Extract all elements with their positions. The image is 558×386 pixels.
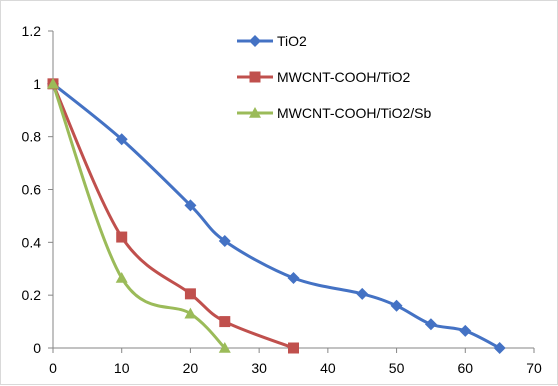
tick-marks: 0 0.2 0.4 0.6 0.8 1 1.2 0 10 20 30 40 50 60 70 [22,23,542,376]
data-point-diamond [356,287,369,300]
series-line-2 [51,82,295,350]
data-point-diamond [218,235,231,248]
data-point-diamond [459,324,472,337]
y-tick-label: 1.2 [22,23,42,39]
data-point-triangle [115,271,128,283]
y-tick-label: 0 [33,340,41,356]
legend-marker-square [249,71,261,83]
x-tick-label: 20 [183,360,199,376]
data-point-diamond [493,342,506,354]
y-tick-label: 1 [33,76,41,92]
legend-label: MWCNT-COOH/TiO2 [277,69,410,85]
legend-label: TiO2 [277,33,307,49]
x-tick-label: 40 [320,360,336,376]
series-line-3 [51,82,227,350]
legend-label: MWCNT-COOH/TiO2/Sb [277,105,431,121]
y-tick-label: 0.8 [22,129,42,145]
data-point-square [184,288,196,300]
data-point-triangle [184,307,197,319]
y-tick-label: 0.4 [22,234,42,250]
data-point-triangle [218,342,231,353]
data-point-square [116,231,128,243]
data-point-diamond [390,299,403,312]
data-point-diamond [184,199,197,212]
y-tick-label: 0.2 [22,287,42,303]
data-point-triangle [47,77,59,89]
legend-marker-diamond [249,35,261,47]
y-tick-label: 0.6 [22,182,42,198]
x-tick-label: 60 [457,360,473,376]
data-point-diamond [424,318,437,331]
series-line-1 [51,82,502,350]
legend-marker-triangle [249,107,261,118]
data-point-square [219,316,231,328]
data-point-diamond [115,133,128,146]
data-point-diamond [287,271,300,284]
x-tick-label: 50 [389,360,405,376]
series-markers [47,77,506,354]
x-tick-label: 0 [49,360,57,376]
x-tick-label: 70 [526,360,542,376]
x-tick-label: 10 [114,360,130,376]
legend: TiO2 MWCNT-COOH/TiO2 MWCNT-COOH/TiO2/Sb [237,33,431,121]
data-point-square [288,342,299,354]
x-tick-label: 30 [251,360,267,376]
series-lines [51,82,502,350]
